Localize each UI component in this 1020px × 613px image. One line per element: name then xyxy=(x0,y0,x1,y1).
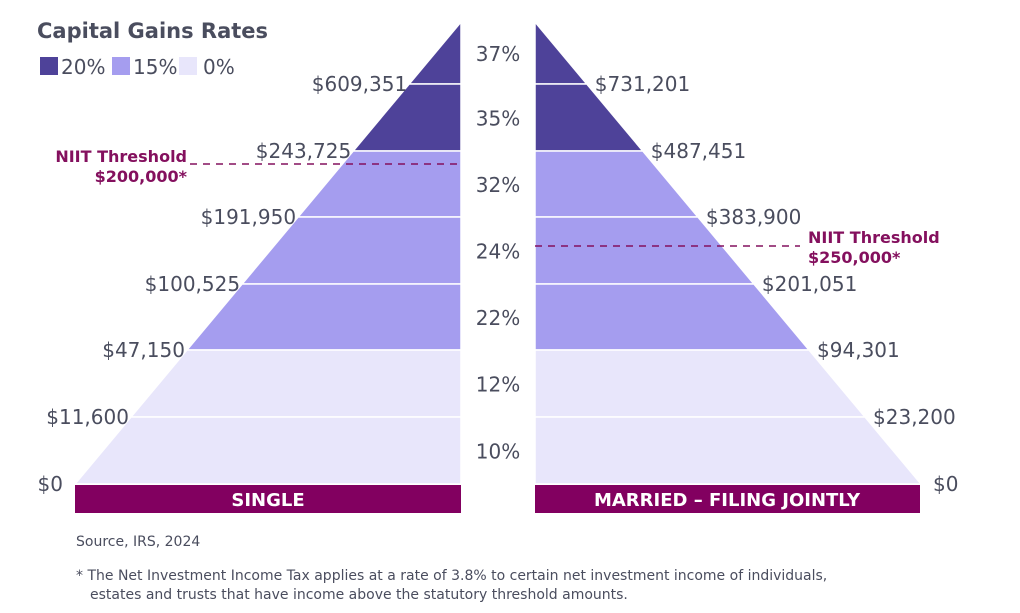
tax-rate-label: 12% xyxy=(476,373,520,397)
tax-rate-label: 35% xyxy=(476,107,520,131)
married-threshold: $487,451 xyxy=(651,139,746,163)
single-band xyxy=(73,416,462,485)
single-band xyxy=(407,19,462,85)
niit-amount-single: $200,000* xyxy=(95,167,188,186)
legend-swatch-15 xyxy=(112,57,130,75)
married-threshold: $0 xyxy=(933,472,958,496)
single-label: SINGLE xyxy=(231,490,304,511)
legend: 20% 15% 0% xyxy=(40,55,235,79)
married-threshold: $94,301 xyxy=(817,338,900,362)
single-threshold: $243,725 xyxy=(256,139,351,163)
married-band xyxy=(534,19,589,85)
married-threshold: $201,051 xyxy=(762,272,857,296)
niit-title-married: NIIT Threshold xyxy=(808,228,940,247)
single-threshold: $100,525 xyxy=(145,272,240,296)
single-threshold: $47,150 xyxy=(102,338,185,362)
tax-rate-label: 24% xyxy=(476,240,520,264)
married-label: MARRIED – FILING JOINTLY xyxy=(594,490,861,511)
married-band xyxy=(534,416,923,485)
tax-rate-label: 10% xyxy=(476,440,520,464)
single-threshold: $609,351 xyxy=(312,72,407,96)
single-threshold: $0 xyxy=(38,472,63,496)
married-threshold: $731,201 xyxy=(595,72,690,96)
tax-rate-label: 37% xyxy=(476,42,520,66)
legend-label-15: 15% xyxy=(133,55,177,79)
married-threshold: $383,900 xyxy=(706,205,801,229)
legend-label-20: 20% xyxy=(61,55,105,79)
footnote-line-2: estates and trusts that have income abov… xyxy=(90,587,628,603)
footnote-line-1: * The Net Investment Income Tax applies … xyxy=(76,568,828,584)
title: Capital Gains Rates xyxy=(37,19,268,43)
single-threshold: $11,600 xyxy=(46,405,129,429)
niit-title-single: NIIT Threshold xyxy=(55,147,187,166)
single-bar xyxy=(75,485,461,513)
married-band xyxy=(534,349,867,418)
source-note: Source, IRS, 2024 xyxy=(76,534,201,550)
tax-rate-label: 22% xyxy=(476,306,520,330)
legend-swatch-0 xyxy=(179,57,197,75)
married-bar xyxy=(535,485,920,513)
single-threshold: $191,950 xyxy=(201,205,296,229)
tax-rate-label: 32% xyxy=(476,173,520,197)
married-threshold: $23,200 xyxy=(873,405,956,429)
legend-label-0: 0% xyxy=(203,55,235,79)
niit-amount-married: $250,000* xyxy=(808,248,901,267)
legend-swatch-20 xyxy=(40,57,58,75)
